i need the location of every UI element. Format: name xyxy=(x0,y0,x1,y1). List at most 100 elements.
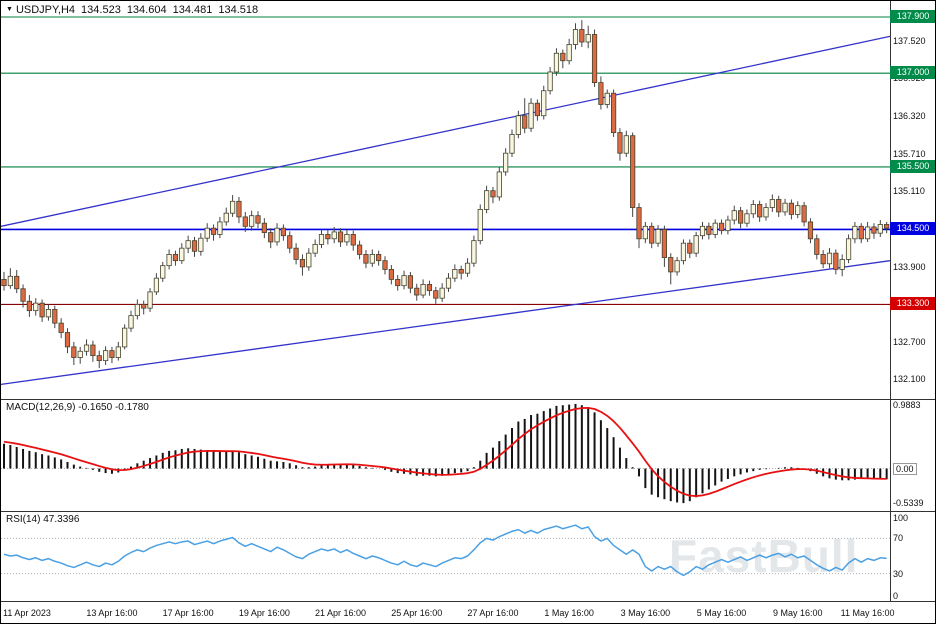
candle-bullish xyxy=(515,115,521,135)
trend-line-lower[interactable] xyxy=(1,260,891,386)
candle-bearish xyxy=(382,260,388,270)
candle-bearish xyxy=(96,355,102,362)
candle-bullish xyxy=(623,135,629,154)
candle-bullish xyxy=(604,92,610,105)
candle-bearish xyxy=(433,290,439,299)
candle-bullish xyxy=(731,210,737,221)
candle-bullish xyxy=(185,240,191,249)
candle-bearish xyxy=(414,287,420,296)
candle-bearish xyxy=(287,235,293,249)
candle-bearish xyxy=(388,269,394,280)
trend-line-upper[interactable] xyxy=(1,35,891,227)
candle-bearish xyxy=(90,344,96,357)
candle-bullish xyxy=(166,254,172,267)
candle-bullish xyxy=(464,262,471,274)
candle-bearish xyxy=(20,288,26,302)
candle-bullish xyxy=(179,247,185,262)
candle-bullish xyxy=(198,237,204,252)
candle-bearish xyxy=(52,309,58,324)
candle-bearish xyxy=(820,254,826,265)
candle-bullish xyxy=(33,302,39,312)
candle-bullish xyxy=(782,202,788,213)
candle-bearish xyxy=(458,269,464,274)
candle-bearish xyxy=(172,254,179,262)
candle-bearish xyxy=(1,279,7,287)
rsi-indicator-label: RSI(14) 47.3396 xyxy=(6,514,80,525)
candle-bullish xyxy=(369,254,375,264)
candle-bearish xyxy=(71,346,77,358)
candle-bullish xyxy=(147,291,153,309)
candle-bearish xyxy=(807,221,814,240)
candle-bullish xyxy=(153,277,159,293)
candle-bearish xyxy=(236,200,242,218)
candle-bearish xyxy=(788,202,795,215)
candle-bearish xyxy=(242,216,248,227)
candle-bearish xyxy=(757,204,763,218)
candle-bearish xyxy=(858,225,864,240)
candle-bullish xyxy=(865,226,871,240)
candle-bullish xyxy=(763,207,769,218)
candle-bearish xyxy=(591,34,598,84)
candle-bearish xyxy=(534,102,541,117)
candle-bullish xyxy=(471,240,477,264)
candle-bullish xyxy=(344,234,350,243)
candle-bearish xyxy=(407,275,414,289)
candle-bullish xyxy=(103,350,109,362)
candle-bearish xyxy=(14,275,20,290)
candle-bearish xyxy=(661,229,668,258)
candle-bearish xyxy=(395,279,401,287)
candle-bullish xyxy=(877,224,883,234)
candle-bearish xyxy=(299,259,306,268)
candle-bearish xyxy=(376,254,382,262)
candle-bearish xyxy=(718,222,725,232)
candle-bullish xyxy=(439,287,445,299)
candle-bearish xyxy=(325,234,331,240)
candle-bearish xyxy=(58,322,64,333)
candle-bullish xyxy=(445,277,452,289)
candle-bullish xyxy=(452,269,458,279)
candle-bearish xyxy=(191,240,198,252)
candle-bullish xyxy=(750,204,756,215)
candle-bearish xyxy=(598,82,604,105)
candle-bullish xyxy=(769,199,775,208)
candle-bullish xyxy=(217,221,223,235)
candle-bullish xyxy=(331,231,337,240)
candle-bullish xyxy=(249,215,255,227)
candle-bullish xyxy=(401,275,407,287)
candle-bullish xyxy=(572,29,579,45)
candle-bearish xyxy=(833,252,839,270)
candle-bearish xyxy=(884,224,890,229)
candle-bullish xyxy=(541,90,547,117)
candle-bullish xyxy=(795,205,801,215)
candle-bearish xyxy=(687,242,693,254)
candle-bullish xyxy=(503,152,509,173)
symbol-name: USDJPY,H4 xyxy=(15,4,76,16)
candle-bearish xyxy=(64,332,71,348)
candle-bullish xyxy=(744,213,750,224)
candle-bearish xyxy=(109,350,115,358)
candle-bearish xyxy=(738,210,744,224)
candle-bullish xyxy=(845,238,852,260)
candle-bearish xyxy=(706,225,712,235)
candle-bullish xyxy=(496,171,502,198)
candle-bullish xyxy=(122,327,128,348)
candle-bearish xyxy=(560,52,566,62)
candle-bearish xyxy=(356,244,363,255)
candle-bullish xyxy=(312,244,318,254)
candle-bullish xyxy=(229,200,236,214)
candle-bearish xyxy=(261,222,267,233)
candle-bearish xyxy=(268,232,274,243)
candle-bearish xyxy=(337,231,344,243)
candle-bullish xyxy=(509,134,515,154)
candle-bullish xyxy=(306,252,312,268)
candle-bullish xyxy=(693,235,699,254)
macd-signal-line xyxy=(3,406,887,497)
candle-bullish xyxy=(115,346,121,358)
macd-indicator-label: MACD(12,26,9) -0.1650 -0.1780 xyxy=(6,402,149,413)
ohlc-close: 134.518 xyxy=(218,4,259,16)
candle-bullish xyxy=(477,209,483,242)
ohlc-low: 134.481 xyxy=(172,4,213,16)
candle-bearish xyxy=(871,226,877,234)
